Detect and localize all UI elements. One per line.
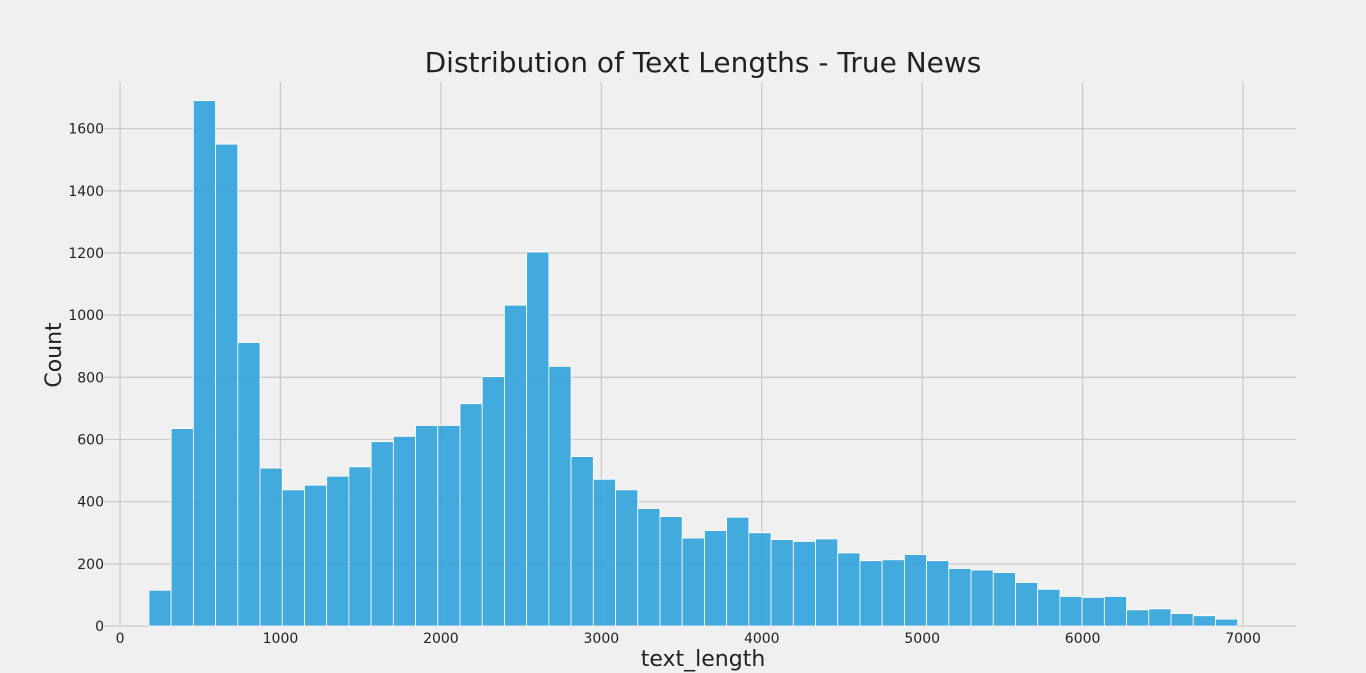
histogram-bar <box>348 466 372 627</box>
y-tick-label: 200 <box>77 557 104 573</box>
x-tick-label: 6000 <box>1065 631 1101 647</box>
histogram-bar <box>215 143 239 627</box>
histogram-bar <box>681 537 705 627</box>
histogram-bar <box>615 489 639 627</box>
histogram-bar <box>504 304 528 627</box>
histogram-bar <box>304 484 328 627</box>
x-tick-label: 3000 <box>584 631 620 647</box>
histogram-bar <box>770 539 794 627</box>
histogram-bar <box>1037 588 1061 627</box>
histogram-bar <box>970 569 994 627</box>
y-tick-label: 0 <box>95 619 104 635</box>
x-tick-label: 4000 <box>744 631 780 647</box>
chart-title: Distribution of Text Lengths - True News <box>425 46 982 79</box>
histogram-bar <box>570 456 594 627</box>
y-tick-label: 1200 <box>68 246 104 262</box>
histogram-bar <box>481 376 505 627</box>
histogram-bar <box>370 441 394 627</box>
histogram-bar <box>437 425 461 627</box>
histogram-bar <box>237 342 261 627</box>
x-tick-label: 0 <box>116 631 125 647</box>
histogram-bar <box>526 251 550 627</box>
histogram-bar <box>637 508 661 627</box>
x-tick-label: 5000 <box>904 631 940 647</box>
histogram-bar <box>592 478 616 627</box>
y-tick-label: 1600 <box>68 122 104 138</box>
histogram-bar <box>1126 609 1150 627</box>
histogram-bar <box>281 489 305 627</box>
histogram-bar <box>948 568 972 627</box>
histogram-bar <box>859 560 883 627</box>
histogram-bar <box>392 435 416 627</box>
y-axis-label: Count <box>42 322 67 388</box>
histogram-bar <box>748 532 772 627</box>
x-tick-label: 1000 <box>263 631 299 647</box>
histogram-bar <box>1059 596 1083 627</box>
histogram-bars <box>148 100 1239 627</box>
histogram-bar <box>1103 596 1127 627</box>
histogram-bar <box>726 516 750 627</box>
y-tick-label: 1000 <box>68 308 104 324</box>
histogram-bar <box>548 366 572 627</box>
histogram-bar <box>1148 608 1172 627</box>
histogram-bar <box>704 530 728 627</box>
histogram-bar <box>1215 618 1239 627</box>
histogram-bar <box>1192 615 1216 627</box>
histogram-bar <box>992 572 1016 627</box>
histogram-bar <box>326 475 350 627</box>
y-tick-label: 800 <box>77 370 104 386</box>
histogram-bar <box>148 589 172 627</box>
x-tick-label: 2000 <box>423 631 459 647</box>
y-tick-label: 400 <box>77 495 104 511</box>
y-tick-label: 1400 <box>68 184 104 200</box>
histogram-bar <box>415 425 439 627</box>
histogram-bar <box>459 403 483 627</box>
histogram-bar <box>1170 613 1194 627</box>
histogram-bar <box>815 538 839 627</box>
histogram-bar <box>1015 582 1039 627</box>
x-axis-label: text_length <box>641 647 766 672</box>
axis-ticks: 0 1000 2000 3000 4000 5000 6000 7000 0 200 400 600 8… <box>68 122 1261 647</box>
histogram-bar <box>837 552 861 627</box>
histogram-bar <box>881 559 905 627</box>
histogram-bar <box>659 516 683 627</box>
x-tick-label: 7000 <box>1225 631 1261 647</box>
histogram-bar <box>926 560 950 627</box>
histogram-bar <box>792 541 816 627</box>
histogram-bar <box>259 467 283 627</box>
histogram-bar <box>170 428 194 627</box>
histogram-bar <box>903 554 928 627</box>
histogram-bar <box>1081 597 1105 627</box>
histogram-bar <box>192 100 216 627</box>
y-tick-label: 600 <box>77 432 104 448</box>
